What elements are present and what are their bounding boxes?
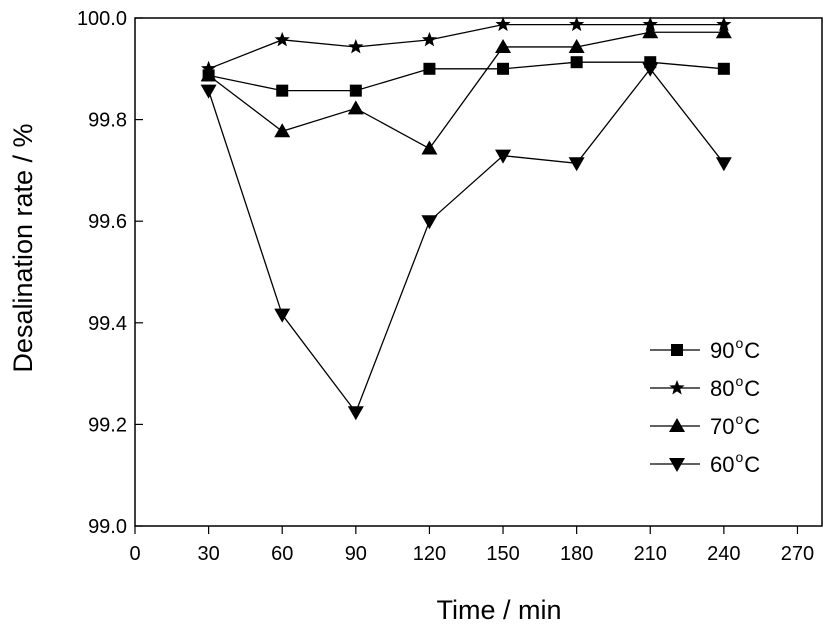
x-tick-label: 210 [634,543,667,565]
data-point [274,308,291,323]
data-point [421,140,438,155]
data-point [421,31,438,47]
degree-sign: o [735,335,743,351]
data-point [642,24,659,39]
y-tick-label: 99.2 [88,414,127,436]
data-point [568,38,585,53]
data-point [568,157,585,172]
series-triangle-down [200,62,732,421]
degree-sign: o [735,411,743,427]
x-tick-label: 240 [707,543,740,565]
y-tick-label: 99.6 [88,211,127,233]
y-axis-title: Desalination rate / % [8,123,38,372]
legend-marker [669,458,685,472]
x-tick-label: 30 [197,543,219,565]
legend-item: 70oC [650,411,760,439]
data-point [495,149,512,164]
legend-item: 80oC [650,373,760,401]
y-tick-label: 99.8 [88,110,127,132]
data-point [717,62,730,75]
series-triangle-up [200,24,732,155]
legend-value: 70 [710,414,734,439]
x-tick-label: 90 [345,543,367,565]
legend-marker [669,380,685,395]
data-point [349,84,362,97]
degree-sign: o [735,373,743,389]
data-point [642,62,659,77]
data-point [495,16,511,32]
legend-item: 60oC [650,449,760,477]
data-point [347,406,364,421]
data-point [274,123,291,138]
data-point [569,16,585,32]
legend-label: 70oC [710,411,760,439]
legend-value: 80 [710,376,734,401]
legend-unit: C [744,452,760,477]
data-point [348,38,364,54]
data-point [715,157,732,172]
legend-marker [669,418,685,432]
x-axis-title: Time / min [436,595,561,625]
data-point [200,67,217,82]
data-point [347,100,364,115]
data-point [495,38,512,53]
data-point [497,62,510,75]
series-line [208,23,724,70]
y-tick-label: 100.0 [77,8,127,30]
legend-unit: C [744,376,760,401]
x-tick-label: 120 [413,543,446,565]
series-square [202,56,730,97]
legend-unit: C [744,338,760,363]
series-layer [200,16,732,421]
x-tick-label: 150 [486,543,519,565]
legend-marker [671,344,683,356]
legend-label: 80oC [710,373,760,401]
data-point [716,16,732,32]
x-tick-label: 60 [271,543,293,565]
data-point [276,84,289,97]
legend-value: 90 [710,338,734,363]
data-point [570,56,583,69]
plot-frame [134,17,823,527]
degree-sign: o [735,449,743,465]
y-tick-label: 99.0 [88,516,127,538]
legend-label: 90oC [710,335,760,363]
series-line [207,67,725,414]
data-point [200,84,217,99]
y-axis-ticks: 99.0 99.2 99.4 99.6 99.8 100.0 [77,8,143,538]
legend-unit: C [744,414,760,439]
data-point [642,16,658,32]
x-tick-label: 0 [129,543,140,565]
legend-item: 90oC [650,335,760,363]
legend-value: 60 [710,452,734,477]
data-point [423,62,436,75]
series-line [208,61,724,92]
x-tick-label: 180 [560,543,593,565]
data-point [715,24,732,39]
y-tick-label: 99.4 [88,313,127,335]
x-tick-label: 270 [781,543,814,565]
data-point [421,215,438,230]
data-point [274,31,290,47]
x-axis-ticks: 0 30 60 90 120 150 180 210 240 270 [129,526,814,565]
series-line [208,31,724,150]
legend-label: 60oC [710,449,760,477]
